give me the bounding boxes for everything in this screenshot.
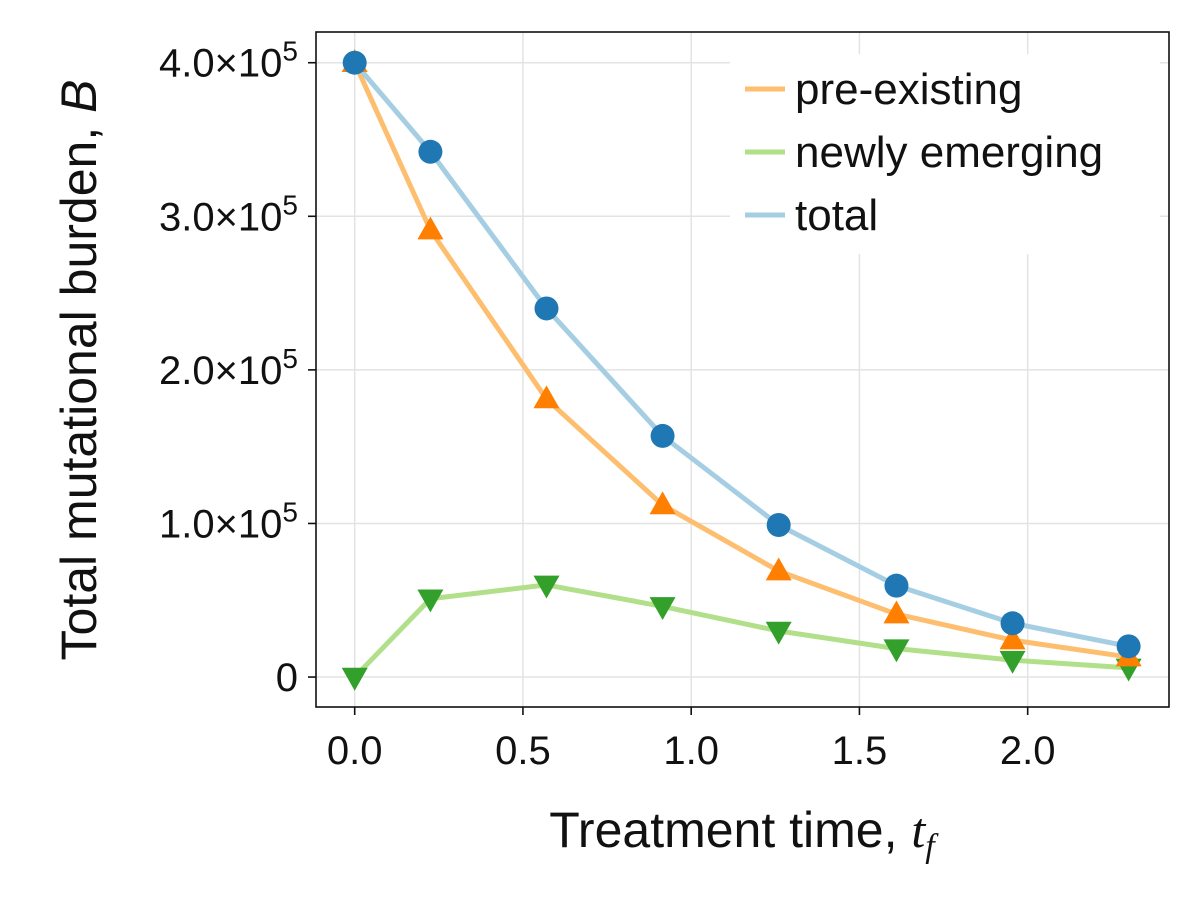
data-point-total bbox=[534, 296, 559, 321]
y-tick-label: 2.0×105 bbox=[159, 343, 298, 393]
y-tick-label: 4.0×105 bbox=[159, 36, 298, 86]
data-point-total bbox=[1000, 611, 1025, 636]
y-tick-label: 1.0×105 bbox=[159, 496, 298, 546]
legend-label: pre-existing bbox=[795, 65, 1022, 114]
x-axis-ticks: 0.0 0.5 1.0 1.5 2.0 bbox=[327, 707, 1056, 773]
data-point-total bbox=[1116, 634, 1141, 659]
y-tick-label: 0 bbox=[276, 656, 298, 700]
data-point-pre-existing bbox=[417, 216, 444, 240]
data-point-newly-emerging bbox=[417, 589, 444, 613]
x-tick-label: 2.0 bbox=[1000, 729, 1056, 773]
x-axis-label: Treatment time, tf bbox=[549, 802, 939, 865]
legend-label: total bbox=[795, 191, 878, 240]
data-point-pre-existing bbox=[999, 626, 1026, 650]
data-point-pre-existing bbox=[765, 557, 792, 581]
x-tick-label: 1.0 bbox=[663, 729, 719, 773]
data-point-pre-existing bbox=[533, 385, 560, 409]
data-point-total bbox=[650, 423, 675, 448]
data-point-newly-emerging bbox=[533, 575, 560, 599]
x-tick-label: 0.0 bbox=[327, 729, 383, 773]
data-point-newly-emerging bbox=[649, 597, 676, 621]
legend-background bbox=[730, 54, 1160, 254]
data-point-total bbox=[418, 139, 443, 164]
data-point-total bbox=[766, 513, 791, 538]
data-point-newly-emerging bbox=[883, 639, 910, 663]
legend: pre-existing newly emerging total bbox=[730, 54, 1160, 254]
plot-area bbox=[341, 49, 1142, 691]
y-tick-label: 3.0×105 bbox=[159, 189, 298, 239]
data-point-pre-existing bbox=[883, 600, 910, 624]
data-point-newly-emerging bbox=[765, 621, 792, 645]
data-point-pre-existing bbox=[649, 491, 676, 515]
series-line-pre-existing bbox=[352, 60, 1132, 660]
series-line-newly-emerging bbox=[352, 582, 1132, 680]
y-axis-ticks: 0 1.0×105 2.0×105 3.0×105 4.0×105 bbox=[159, 36, 316, 700]
x-tick-label: 1.5 bbox=[832, 729, 888, 773]
data-point-newly-emerging bbox=[341, 667, 368, 691]
x-tick-label: 0.5 bbox=[495, 729, 551, 773]
data-point-total bbox=[342, 50, 367, 75]
series-line-total bbox=[352, 60, 1132, 649]
legend-label: newly emerging bbox=[795, 128, 1103, 177]
data-point-total bbox=[884, 573, 909, 598]
y-axis-label: Total mutational burden, B bbox=[51, 80, 107, 661]
data-point-newly-emerging bbox=[999, 650, 1026, 674]
